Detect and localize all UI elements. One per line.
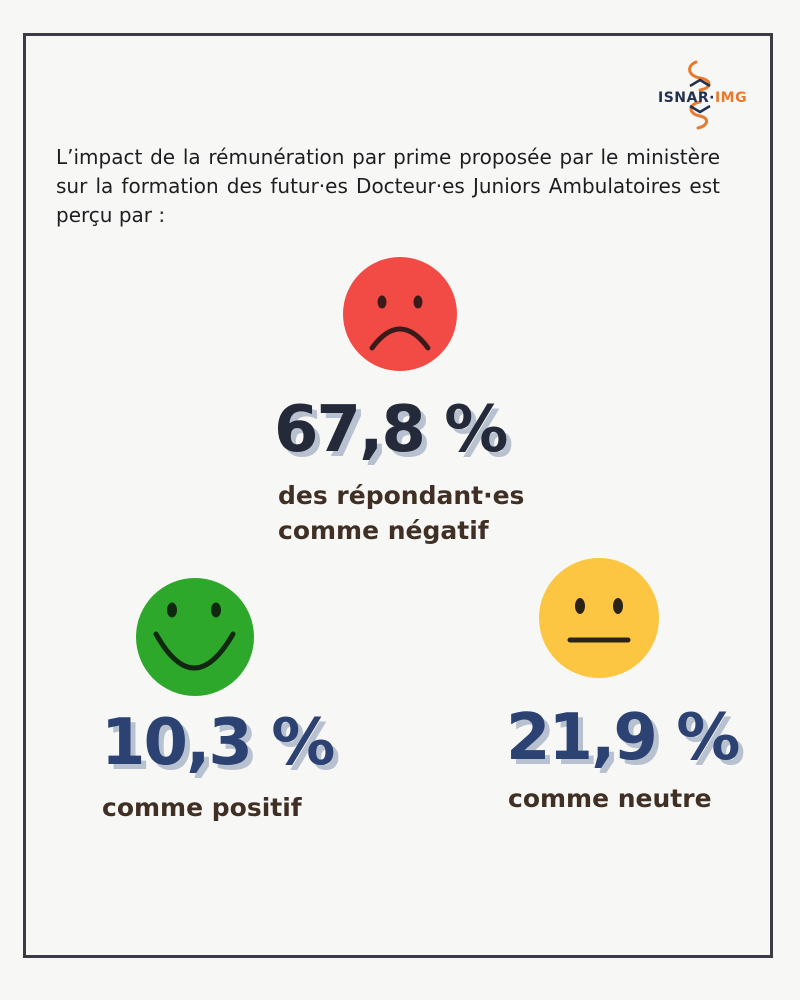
isnar-img-logo: ISNAR·IMG xyxy=(648,58,758,134)
caption-positive-line-1: comme positif xyxy=(102,793,302,822)
caption-neutral-line-1: comme neutre xyxy=(508,784,712,813)
sad-face-icon xyxy=(343,257,457,371)
content-frame xyxy=(23,33,773,958)
caduceus-icon xyxy=(688,60,711,130)
logo-text: ISNAR·IMG xyxy=(658,90,748,106)
neutral-face-icon xyxy=(539,558,659,678)
caption-negative-line-1: des répondant·es xyxy=(278,481,525,510)
value-label-negative: 67,8 % xyxy=(274,393,508,467)
caption-positive: comme positif xyxy=(102,790,302,825)
value-label-positive: 10,3 % xyxy=(101,706,335,780)
caption-negative-line-2: comme négatif xyxy=(278,516,489,545)
value-label-neutral: 21,9 % xyxy=(506,701,740,775)
caption-negative: des répondant·es comme négatif xyxy=(278,478,524,548)
caption-neutral: comme neutre xyxy=(508,781,712,816)
smiling-face-icon xyxy=(136,578,254,696)
intro-text: L’impact de la rémunération par prime pr… xyxy=(56,145,720,227)
